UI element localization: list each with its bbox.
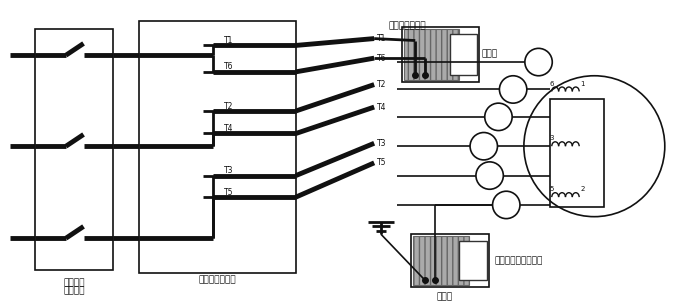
Text: T3: T3 bbox=[225, 166, 234, 175]
Bar bbox=[413, 236, 469, 285]
Text: T5: T5 bbox=[225, 188, 234, 197]
Bar bbox=[402, 27, 479, 82]
Text: T6: T6 bbox=[508, 85, 518, 94]
Circle shape bbox=[493, 191, 520, 219]
Text: 5: 5 bbox=[549, 186, 553, 192]
Text: 兆欧表: 兆欧表 bbox=[437, 292, 453, 301]
Bar bbox=[34, 29, 113, 271]
Text: T1: T1 bbox=[377, 34, 386, 43]
Text: T1: T1 bbox=[534, 58, 543, 67]
Text: T3: T3 bbox=[485, 171, 495, 180]
Bar bbox=[411, 234, 489, 287]
Circle shape bbox=[470, 132, 497, 160]
Text: T5: T5 bbox=[501, 200, 511, 209]
Text: 兆欧表: 兆欧表 bbox=[482, 50, 498, 59]
Text: 2: 2 bbox=[580, 186, 585, 192]
Text: T5: T5 bbox=[377, 158, 386, 167]
Bar bbox=[459, 241, 487, 280]
Text: T4: T4 bbox=[479, 142, 489, 151]
Text: （开启）: （开启） bbox=[63, 287, 85, 295]
Text: T6: T6 bbox=[225, 62, 234, 72]
Text: 6: 6 bbox=[549, 81, 553, 87]
Text: 主断路器: 主断路器 bbox=[63, 279, 85, 288]
Text: T2: T2 bbox=[225, 102, 234, 111]
Circle shape bbox=[499, 76, 527, 103]
Text: 启动器（开启）: 启动器（开启） bbox=[199, 276, 236, 285]
Bar bbox=[450, 34, 477, 75]
Text: 3: 3 bbox=[549, 135, 553, 142]
Text: 每个绕组的对地电阻: 每个绕组的对地电阻 bbox=[495, 256, 543, 265]
Text: T1: T1 bbox=[225, 36, 234, 45]
Text: T6: T6 bbox=[377, 54, 386, 63]
Text: T2: T2 bbox=[494, 112, 503, 122]
Bar bbox=[404, 29, 459, 80]
Circle shape bbox=[525, 48, 553, 76]
Text: T4: T4 bbox=[377, 103, 386, 112]
Text: T4: T4 bbox=[225, 124, 234, 133]
Text: T3: T3 bbox=[377, 139, 386, 148]
Bar bbox=[139, 21, 296, 273]
Circle shape bbox=[476, 162, 503, 189]
Text: 1: 1 bbox=[580, 81, 585, 87]
Bar bbox=[551, 99, 604, 207]
Text: T2: T2 bbox=[377, 80, 386, 89]
Circle shape bbox=[485, 103, 512, 131]
Text: 绕组之间的电阻: 绕组之间的电阻 bbox=[389, 21, 427, 30]
